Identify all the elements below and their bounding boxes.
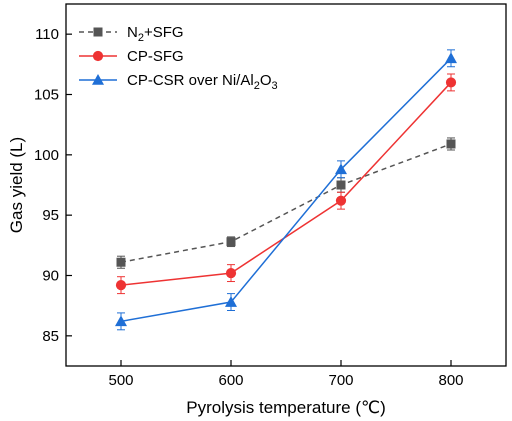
data-point bbox=[226, 237, 236, 247]
series-triangle bbox=[115, 49, 457, 331]
legend-label: CP-SFG bbox=[127, 48, 184, 65]
x-tick-label: 500 bbox=[108, 372, 133, 389]
y-axis: 85 90 95 100 105 110 bbox=[34, 26, 72, 345]
series-line bbox=[120, 143, 452, 263]
legend-marker bbox=[93, 27, 103, 37]
data-point bbox=[336, 180, 346, 190]
data-point bbox=[116, 257, 126, 267]
legend-label: N2+SFG bbox=[127, 24, 184, 44]
legend-marker bbox=[92, 50, 104, 62]
data-point bbox=[445, 77, 457, 88]
legend-item: CP-SFG bbox=[79, 48, 184, 65]
y-tick-label: 85 bbox=[42, 328, 59, 345]
data-point bbox=[446, 139, 456, 149]
series-line bbox=[120, 57, 452, 323]
y-tick-label: 105 bbox=[34, 87, 59, 104]
legend-item: N2+SFG bbox=[79, 24, 184, 44]
data-point bbox=[225, 296, 237, 307]
series-line bbox=[120, 81, 452, 286]
y-tick-label: 100 bbox=[34, 147, 59, 164]
x-tick-label: 700 bbox=[328, 372, 353, 389]
data-point bbox=[335, 163, 347, 175]
legend-marker bbox=[92, 74, 104, 85]
data-point bbox=[115, 280, 127, 291]
y-tick-label: 90 bbox=[42, 268, 59, 285]
y-tick-label: 110 bbox=[35, 26, 59, 43]
y-axis-title: Gas yield (L) bbox=[7, 137, 26, 233]
x-tick-label: 600 bbox=[218, 372, 243, 389]
data-point bbox=[115, 315, 127, 327]
data-point bbox=[225, 267, 237, 279]
legend: N2+SFG CP-SFG CP-CSR over Ni/Al2O3 bbox=[79, 24, 278, 92]
x-axis: 500 600 700 800 bbox=[108, 360, 464, 389]
series-square bbox=[116, 137, 456, 269]
x-tick-label: 800 bbox=[438, 372, 463, 389]
legend-label: CP-CSR over Ni/Al2O3 bbox=[127, 72, 278, 92]
plot-frame bbox=[65, 3, 507, 367]
data-point bbox=[335, 195, 347, 206]
data-point bbox=[445, 52, 457, 64]
y-tick-label: 95 bbox=[42, 207, 59, 224]
x-axis-title: Pyrolysis temperature (℃) bbox=[186, 398, 386, 417]
series-circle bbox=[115, 73, 457, 295]
series-layer bbox=[115, 49, 457, 331]
legend-item: CP-CSR over Ni/Al2O3 bbox=[79, 72, 278, 92]
